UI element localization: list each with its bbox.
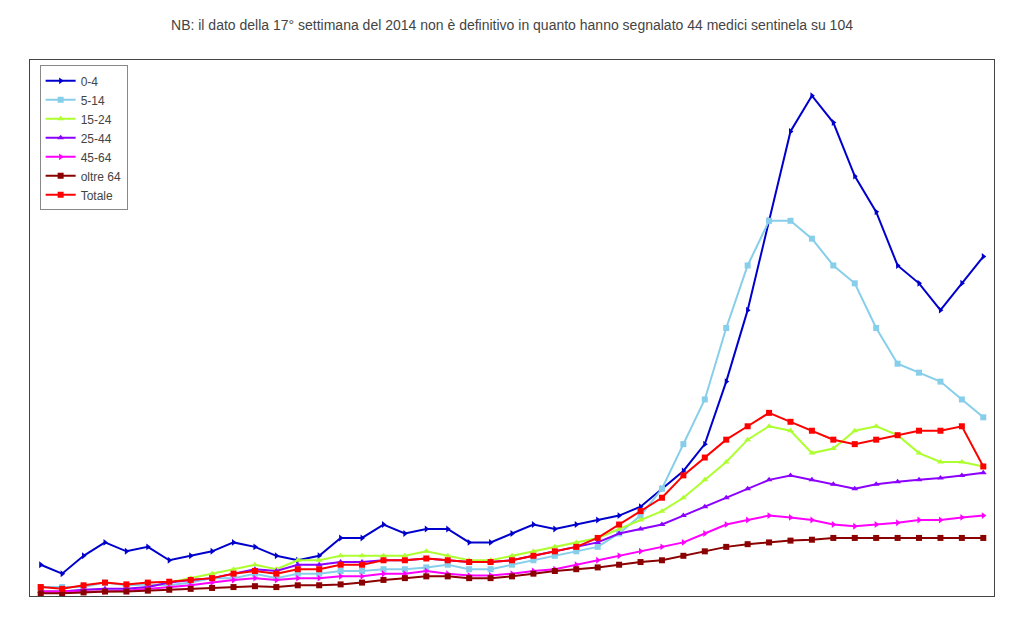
svg-text:Totale: Totale: [81, 189, 113, 203]
svg-text:0-4: 0-4: [81, 75, 99, 89]
svg-text:15-24: 15-24: [81, 113, 112, 127]
svg-text:5-14: 5-14: [81, 94, 105, 108]
svg-text:45-64: 45-64: [81, 151, 112, 165]
svg-text:NB: il dato della 17° settiman: NB: il dato della 17° settimana del 2014…: [171, 17, 853, 33]
svg-text:25-44: 25-44: [81, 132, 112, 146]
svg-text:oltre 64: oltre 64: [81, 170, 121, 184]
